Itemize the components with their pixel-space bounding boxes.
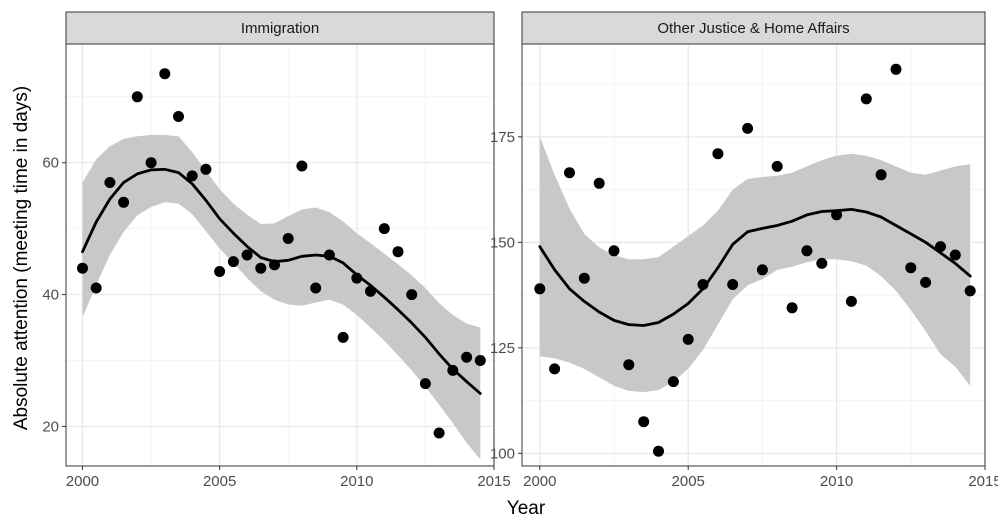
data-point — [920, 276, 932, 288]
x-tick-label: 2010 — [340, 473, 373, 490]
x-tick-label: 2005 — [203, 473, 236, 490]
x-tick-label: 2000 — [66, 473, 99, 490]
x-tick-label: 2015 — [477, 473, 510, 490]
confidence-band — [539, 136, 971, 393]
facet-strip-label: Immigration — [241, 20, 319, 37]
data-point — [77, 262, 88, 274]
data-point — [159, 68, 171, 80]
y-tick-label: 20 — [42, 418, 59, 435]
data-point — [623, 359, 635, 371]
x-axis-title: Year — [507, 498, 546, 518]
panel-1: Immigration 2000 2005 2010 2015 20 40 60 — [42, 11, 511, 490]
data-point — [682, 333, 694, 345]
data-point — [756, 264, 768, 276]
y-tick-label: 60 — [42, 155, 59, 172]
panel-border — [521, 43, 986, 467]
data-point — [860, 93, 872, 105]
panels-layer: Immigration 2000 2005 2010 2015 20 40 60 Other J… — [42, 11, 998, 490]
facet-strip — [65, 11, 495, 45]
data-point — [227, 256, 239, 268]
data-point — [816, 257, 828, 269]
panel-2: Other Justice & Home Affairs 2000 2005 2010… — [490, 11, 998, 490]
data-point — [727, 279, 739, 290]
data-point — [949, 249, 961, 261]
data-point — [564, 167, 575, 179]
data-point — [104, 177, 116, 188]
data-point — [255, 262, 267, 274]
x-tick-label: 2000 — [523, 473, 556, 490]
y-tick-label: 40 — [42, 287, 59, 304]
data-point — [118, 196, 130, 208]
data-point — [667, 376, 679, 388]
data-point — [461, 351, 473, 363]
data-point — [296, 160, 308, 172]
data-point — [875, 169, 887, 181]
data-point — [638, 416, 650, 428]
x-tick-label: 2015 — [968, 473, 998, 490]
x-tick-label: 2005 — [672, 473, 705, 490]
x-tick-label: 2010 — [820, 473, 853, 490]
data-point — [337, 331, 349, 343]
smooth-line — [81, 167, 482, 395]
data-point — [742, 122, 754, 134]
data-point — [214, 266, 226, 277]
facet-strip — [521, 11, 986, 45]
data-point — [964, 285, 976, 297]
data-point — [282, 233, 294, 244]
data-point — [712, 148, 724, 160]
data-point — [578, 272, 590, 284]
data-point — [905, 262, 917, 274]
data-point — [419, 378, 431, 390]
data-point — [534, 283, 546, 295]
y-tick-label: 175 — [490, 129, 515, 146]
y-tick-label: 100 — [490, 445, 515, 462]
data-point — [173, 111, 184, 122]
data-point — [801, 245, 813, 257]
data-point — [549, 363, 561, 375]
data-point — [890, 63, 902, 75]
data-point — [845, 295, 857, 307]
y-tick-label: 125 — [490, 340, 515, 357]
facet-strip-label: Other Justice & Home Affairs — [657, 20, 849, 37]
data-point — [241, 249, 253, 261]
data-point — [90, 282, 102, 294]
y-axis-title: Absolute attention (meeting time in days… — [11, 86, 32, 430]
data-point — [653, 445, 664, 457]
data-point — [433, 427, 445, 439]
data-point — [200, 163, 212, 175]
data-point — [474, 355, 486, 366]
data-point — [131, 91, 143, 103]
data-point — [392, 246, 404, 258]
y-tick-label: 150 — [490, 234, 515, 251]
data-point — [310, 282, 322, 294]
data-point — [406, 289, 418, 301]
data-point — [378, 223, 390, 235]
data-point — [608, 245, 620, 257]
data-point — [593, 177, 605, 189]
confidence-band — [82, 135, 481, 460]
data-point — [786, 302, 798, 314]
data-point — [186, 170, 198, 182]
data-point — [771, 160, 783, 172]
smooth-line — [538, 208, 972, 327]
data-point — [145, 157, 157, 169]
panel-border — [65, 43, 495, 467]
